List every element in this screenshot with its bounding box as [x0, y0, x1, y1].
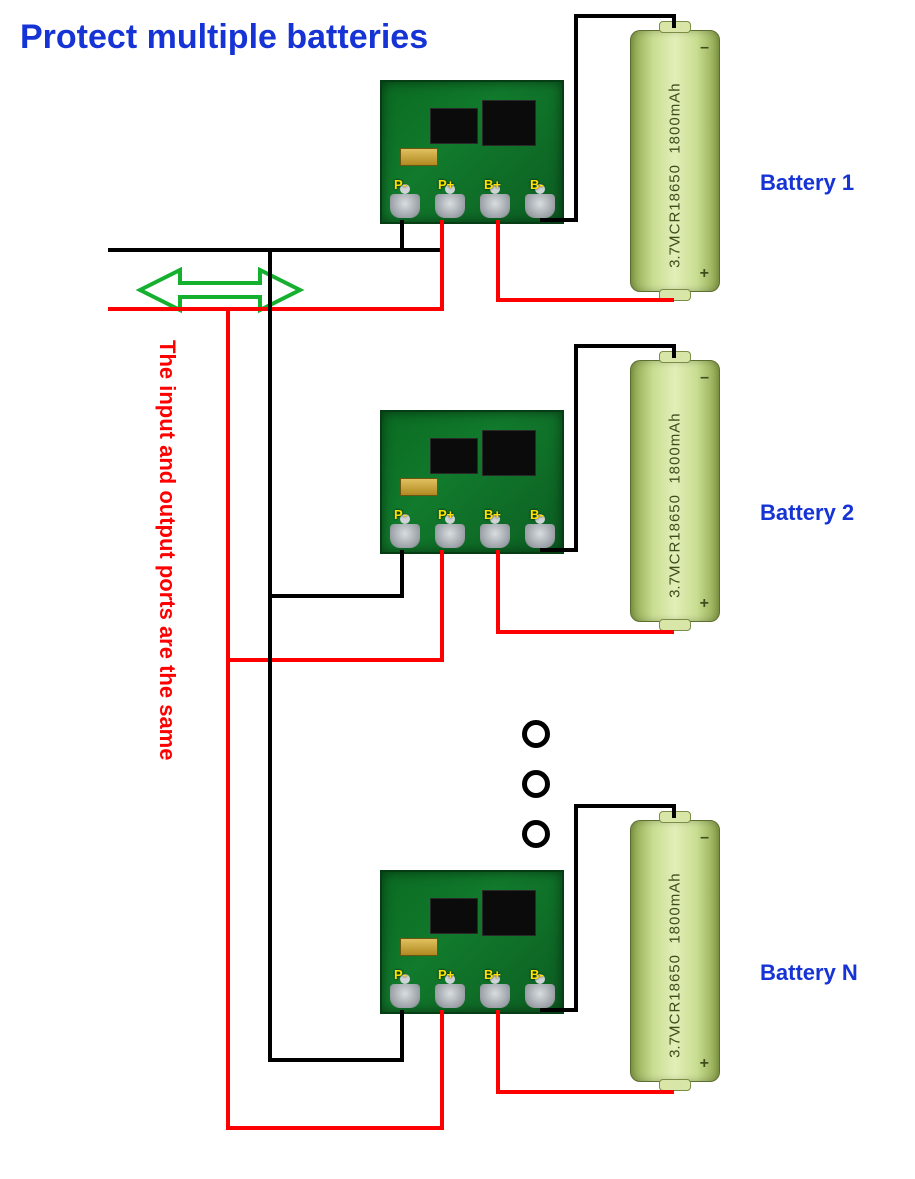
ellipsis-dot [522, 720, 550, 748]
ellipsis-dot [522, 820, 550, 848]
battery-1-label: Battery 1 [760, 170, 854, 196]
page-title: Protect multiple batteries [20, 18, 428, 57]
pad-label-b-plus: B+ [484, 177, 501, 192]
protection-module-1: P- P+ B+ B- [380, 80, 564, 224]
protection-module-n: P- P+ B+ B- [380, 870, 564, 1014]
wire-0-p_minus_to_black [108, 220, 402, 250]
ellipsis-dot [522, 770, 550, 798]
wire-0-p_plus_to_red [228, 220, 442, 309]
io-note: The input and output ports are the same [154, 340, 180, 760]
battery-cell-2: –+ ICR18650 1800mAh 3.7V [630, 360, 720, 622]
pad-label-p-plus: P+ [438, 177, 454, 192]
pad-label-p-minus: P- [394, 177, 407, 192]
pad-label-b-minus: B- [530, 177, 544, 192]
battery-cell-1: –+ ICR18650 1800mAh 3.7V [630, 30, 720, 292]
diagram-stage: Protect multiple batteries The input and… [0, 0, 915, 1179]
battery-cell-n: –+ ICR18650 1800mAh 3.7V [630, 820, 720, 1082]
protection-module-2: P- P+ B+ B- [380, 410, 564, 554]
battery-2-label: Battery 2 [760, 500, 854, 526]
io-arrow-icon [140, 270, 300, 310]
battery-n-label: Battery N [760, 960, 858, 986]
